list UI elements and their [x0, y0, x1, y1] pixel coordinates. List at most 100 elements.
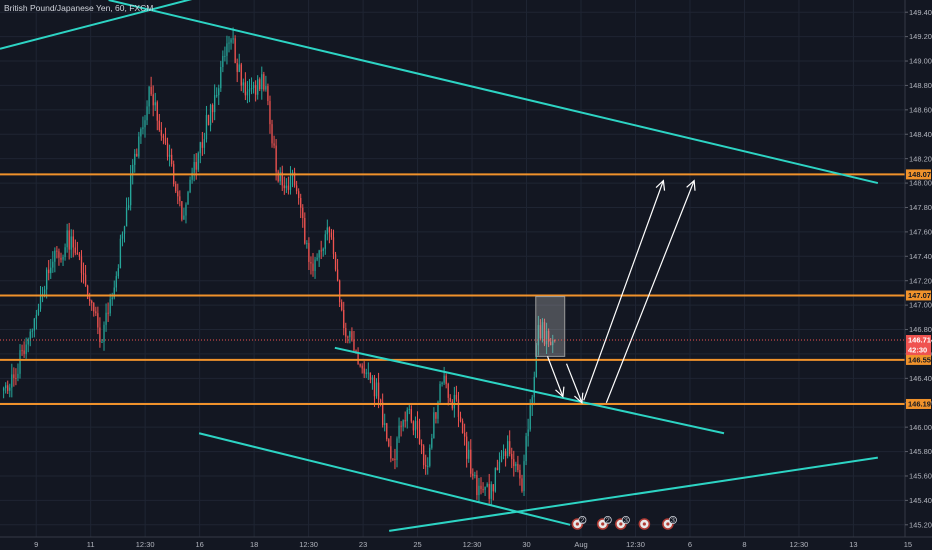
x-tick-label: 12:30 [626, 540, 645, 549]
candle-body [142, 127, 144, 130]
candle-body [441, 382, 443, 385]
candle-body [480, 485, 482, 490]
candle-body [74, 247, 76, 253]
candle-body [175, 183, 177, 192]
trendline[interactable] [0, 0, 235, 50]
candle-body [21, 350, 23, 352]
candle-body [271, 124, 273, 144]
candle-body [533, 376, 535, 398]
highlight-box[interactable] [535, 296, 566, 357]
candle-body [531, 397, 533, 406]
arrow-shaft[interactable] [565, 363, 583, 403]
candle-body [334, 254, 337, 270]
trendline[interactable] [389, 456, 878, 532]
arrow-head[interactable] [574, 392, 584, 404]
arrow-shaft[interactable] [546, 356, 564, 397]
candle-body [207, 115, 210, 126]
candle-body [93, 303, 95, 312]
candle-body [109, 299, 111, 314]
candle-body [113, 287, 115, 298]
arrow-head[interactable] [655, 179, 666, 191]
candle-body [168, 154, 171, 157]
arrow-shaft[interactable] [583, 180, 664, 401]
trendlines[interactable] [0, 0, 879, 532]
candle-body [232, 38, 234, 40]
y-tick-label: 149.200 [909, 32, 932, 41]
candle-body [398, 425, 400, 439]
candle-body [357, 353, 359, 365]
candle-body [187, 192, 189, 205]
candle-body [95, 311, 97, 314]
candle-body [314, 259, 316, 271]
candle-body [349, 331, 351, 338]
projection-arrows[interactable] [546, 179, 696, 404]
x-tick-label: 11 [87, 540, 95, 549]
event-badge-counter [668, 516, 677, 525]
candle-body [199, 142, 201, 154]
y-tick-label: 145.600 [909, 472, 932, 481]
candle-body [377, 382, 380, 400]
candle-body [492, 484, 494, 492]
candle-body [33, 318, 36, 331]
candle-body [404, 420, 406, 422]
candle-body [19, 350, 21, 374]
candle-body [351, 331, 353, 340]
highlight-box-group[interactable] [535, 296, 566, 357]
x-tick-label: 13 [849, 540, 857, 549]
candle-body [82, 272, 85, 275]
candle-body [259, 79, 261, 90]
candle-body [543, 322, 546, 345]
candle-body [86, 285, 89, 300]
candle-body [277, 171, 279, 182]
horizontal-levels[interactable] [0, 173, 905, 405]
candle-body [482, 489, 484, 491]
arrow-head[interactable] [555, 386, 565, 398]
candle-body [439, 384, 441, 402]
candle-body [197, 153, 199, 170]
level-price-tag [906, 398, 931, 409]
candle-body [341, 302, 343, 310]
level-price-tag [906, 290, 931, 301]
candle-body [461, 421, 464, 434]
event-badges[interactable]: 2 2 3 3 [571, 515, 677, 530]
candle-body [322, 248, 324, 251]
arrow-shaft[interactable] [605, 180, 695, 403]
candle-body [535, 345, 537, 377]
candle-body [238, 64, 240, 72]
level-price-tag [906, 354, 931, 365]
candle-body [488, 483, 490, 499]
x-tick-label: 6 [688, 540, 692, 549]
trendline[interactable] [198, 432, 571, 526]
candle-body [50, 267, 52, 274]
trendline[interactable] [108, 0, 879, 185]
candle-body [127, 205, 130, 208]
candle-body [410, 408, 413, 422]
x-tick-label: 16 [195, 540, 203, 549]
candle-body [45, 269, 48, 290]
y-tick-label: 147.200 [909, 276, 932, 285]
trendline[interactable] [334, 346, 725, 435]
candle-body [213, 95, 216, 113]
candle-body [91, 301, 93, 304]
candle-body [347, 336, 349, 338]
candle-body [228, 42, 230, 44]
candle-body [162, 135, 165, 138]
candle-body [545, 330, 548, 345]
candle-body [132, 164, 134, 174]
candle-body [463, 433, 466, 437]
y-tick-label: 147.400 [909, 252, 932, 261]
candle-body [500, 456, 503, 462]
candle-body [517, 463, 519, 470]
candle-body [218, 88, 220, 96]
level-price-tag-text: 148.071 [908, 170, 932, 179]
candle-body [425, 465, 427, 467]
candle-body [261, 74, 263, 90]
candle-body [246, 91, 249, 96]
candle-body [15, 377, 17, 379]
arrow-head[interactable] [686, 179, 696, 191]
candle-body [396, 438, 398, 460]
candle-body [115, 276, 117, 288]
candle-body [455, 394, 458, 400]
candle-body [390, 446, 392, 459]
